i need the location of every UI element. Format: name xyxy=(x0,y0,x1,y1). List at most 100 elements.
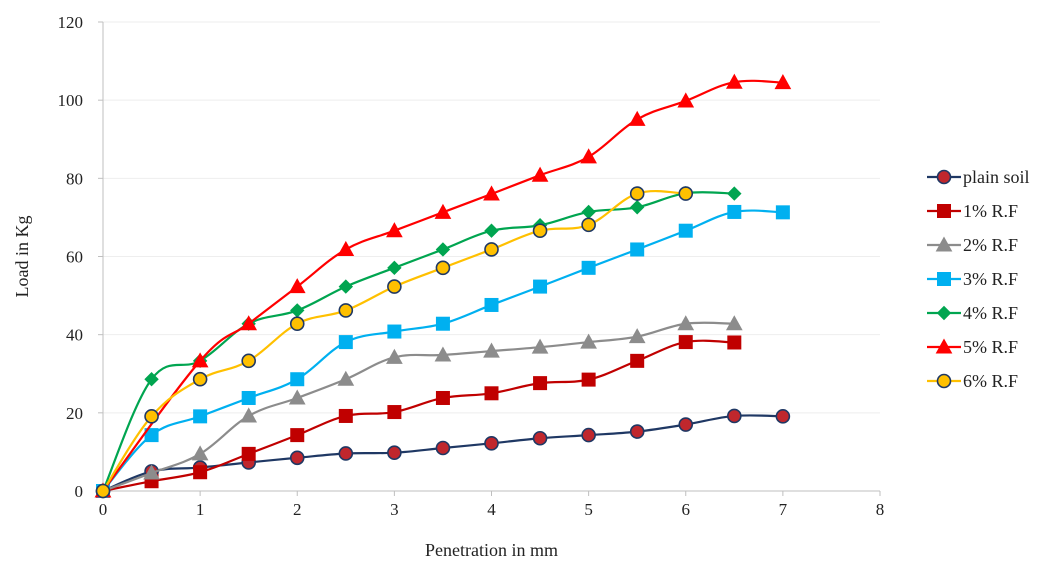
y-axis-title: Load in Kg xyxy=(12,216,32,298)
data-point-1-r-f xyxy=(484,386,499,401)
x-tick-label: 1 xyxy=(196,500,205,519)
y-tick-label: 60 xyxy=(66,248,83,267)
data-point-6-r-f xyxy=(629,186,645,201)
legend-marker xyxy=(936,169,952,185)
x-tick-label: 2 xyxy=(293,500,302,519)
data-point-3-r-f xyxy=(387,324,402,339)
x-tick-label: 3 xyxy=(390,500,399,519)
data-point-3-r-f xyxy=(727,204,742,219)
data-point-1-r-f xyxy=(727,335,742,350)
legend-label: 6% R.F xyxy=(963,371,1018,391)
data-point-6-r-f xyxy=(387,279,402,294)
data-point-1-r-f xyxy=(338,408,353,423)
data-point-6-r-f xyxy=(532,223,548,239)
legend-item-5-r-f: 5% R.F xyxy=(927,337,1018,357)
data-point-5-r-f xyxy=(531,166,549,182)
data-point-2-r-f xyxy=(337,370,355,386)
data-point-plain-soil xyxy=(387,445,402,460)
data-point-2-r-f xyxy=(434,346,452,362)
data-point-5-r-f xyxy=(191,352,209,368)
x-tick-label: 4 xyxy=(487,500,496,519)
data-point-6-r-f xyxy=(581,217,596,233)
data-point-2-r-f xyxy=(725,315,743,331)
data-point-6-r-f xyxy=(144,409,159,424)
data-point-4-r-f xyxy=(727,186,742,201)
data-point-plain-soil xyxy=(775,409,791,424)
y-tick-label: 20 xyxy=(66,404,83,423)
legend-label: 3% R.F xyxy=(963,269,1018,289)
data-point-plain-soil xyxy=(435,440,451,456)
legend-marker xyxy=(937,204,951,218)
data-point-4-r-f xyxy=(387,260,402,276)
data-point-5-r-f xyxy=(240,315,258,331)
data-point-1-r-f xyxy=(290,428,305,443)
data-point-4-r-f xyxy=(435,242,451,257)
data-point-6-r-f xyxy=(678,186,694,201)
data-point-plain-soil xyxy=(727,408,742,424)
legend: plain soil 1% R.F 2% R.F 3% R.F 4% R.F 5% R.F… xyxy=(927,167,1030,391)
series-plain-soil xyxy=(95,408,791,499)
data-point-1-r-f xyxy=(630,353,645,368)
x-tick-label: 5 xyxy=(584,500,593,519)
data-point-3-r-f xyxy=(290,372,305,387)
data-point-6-r-f xyxy=(338,303,354,318)
legend-marker xyxy=(936,305,952,321)
data-point-6-r-f xyxy=(484,242,499,257)
data-point-plain-soil xyxy=(629,424,645,439)
y-tick-label: 100 xyxy=(58,91,84,110)
data-point-5-r-f xyxy=(483,185,500,201)
data-point-4-r-f xyxy=(144,372,159,387)
data-point-plain-soil xyxy=(289,450,305,466)
data-point-4-r-f xyxy=(338,279,354,294)
data-point-2-r-f xyxy=(191,445,209,461)
data-point-3-r-f xyxy=(533,279,548,294)
data-point-4-r-f xyxy=(484,223,499,238)
y-tick-label: 120 xyxy=(58,13,84,32)
y-tick-label: 40 xyxy=(66,326,83,345)
data-point-6-r-f xyxy=(192,371,208,387)
x-tick-label: 0 xyxy=(99,500,108,519)
data-point-5-r-f xyxy=(677,92,695,108)
data-point-3-r-f xyxy=(193,409,208,424)
data-point-2-r-f xyxy=(143,464,160,480)
legend-label: plain soil xyxy=(963,167,1030,187)
data-point-2-r-f xyxy=(386,348,403,364)
x-tick-label: 7 xyxy=(779,500,788,519)
data-point-6-r-f xyxy=(435,260,451,276)
legend-label: 4% R.F xyxy=(963,303,1018,323)
data-point-5-r-f xyxy=(386,222,403,238)
series-line-5-r-f xyxy=(102,79,783,492)
data-point-3-r-f xyxy=(144,428,159,443)
data-point-1-r-f xyxy=(533,376,548,391)
legend-item-2-r-f: 2% R.F xyxy=(927,235,1018,255)
data-point-2-r-f xyxy=(483,342,500,358)
y-tick-label: 80 xyxy=(66,169,83,188)
data-point-3-r-f xyxy=(630,242,645,257)
data-point-plain-soil xyxy=(338,446,354,461)
data-point-2-r-f xyxy=(288,389,306,405)
data-point-4-r-f xyxy=(290,303,305,318)
legend-marker xyxy=(935,236,953,252)
series-6-r-f xyxy=(95,186,694,499)
data-point-4-r-f xyxy=(629,200,645,215)
x-tick-label: 8 xyxy=(876,500,885,519)
legend-label: 5% R.F xyxy=(963,337,1018,357)
data-point-2-r-f xyxy=(677,315,695,331)
data-point-plain-soil xyxy=(678,417,694,432)
data-point-1-r-f xyxy=(193,465,208,480)
legend-label: 1% R.F xyxy=(963,201,1018,221)
data-point-1-r-f xyxy=(241,446,256,461)
data-point-3-r-f xyxy=(435,316,450,331)
data-point-1-r-f xyxy=(435,390,450,405)
data-point-5-r-f xyxy=(725,73,743,89)
legend-marker xyxy=(937,272,951,286)
legend-item-6-r-f: 6% R.F xyxy=(927,371,1018,391)
data-point-5-r-f xyxy=(580,148,597,164)
data-point-6-r-f xyxy=(241,353,256,369)
data-point-3-r-f xyxy=(241,390,256,405)
data-point-6-r-f xyxy=(289,316,305,332)
x-axis-title: Penetration in mm xyxy=(425,540,558,560)
legend-item-4-r-f: 4% R.F xyxy=(927,303,1018,323)
